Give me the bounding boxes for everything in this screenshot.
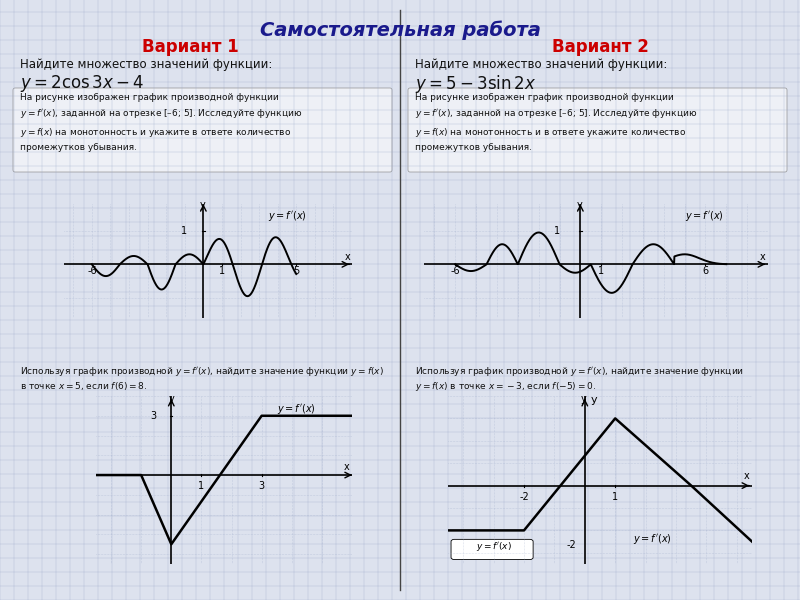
Text: Используя график производной $y = f'(x)$, найдите значение функции $y = f(x)$: Используя график производной $y = f'(x)$… xyxy=(20,365,384,378)
Text: y: y xyxy=(199,200,205,210)
Text: 1: 1 xyxy=(198,481,205,491)
Text: -6: -6 xyxy=(87,266,97,276)
Text: 3: 3 xyxy=(150,411,157,421)
Text: $y = f'(x)$: $y = f'(x)$ xyxy=(475,541,512,553)
Text: Самостоятельная работа: Самостоятельная работа xyxy=(259,20,541,40)
Text: y: y xyxy=(581,394,586,404)
Text: 1: 1 xyxy=(219,266,225,276)
Text: y: y xyxy=(577,200,582,210)
Text: 3: 3 xyxy=(258,481,265,491)
Text: Найдите множество значений функции:: Найдите множество значений функции: xyxy=(20,58,272,71)
Text: На рисунке изображен график производной функции
$y=f'(x)$, заданной на отрезке [: На рисунке изображен график производной … xyxy=(20,93,302,152)
Text: 1: 1 xyxy=(181,226,186,236)
Text: $y = f'(x)$: $y = f'(x)$ xyxy=(268,209,307,223)
Text: -2: -2 xyxy=(566,541,576,550)
Text: x: x xyxy=(344,461,350,472)
Text: в точке $x = 5$, если $f(6) = 8$.: в точке $x = 5$, если $f(6) = 8$. xyxy=(20,380,147,392)
Text: $y = f'(x)$: $y = f'(x)$ xyxy=(685,209,723,223)
Text: $y = f(x)$ в точке $x = -3$, если $f(-5) = 0$.: $y = f(x)$ в точке $x = -3$, если $f(-5)… xyxy=(415,380,596,393)
Text: -2: -2 xyxy=(519,492,529,502)
Text: $y = f'(x)$: $y = f'(x)$ xyxy=(277,402,315,416)
FancyBboxPatch shape xyxy=(451,539,533,560)
Text: 6: 6 xyxy=(702,266,709,276)
Text: 1: 1 xyxy=(598,266,604,276)
Text: x: x xyxy=(345,252,350,262)
Text: 1: 1 xyxy=(612,492,618,502)
Text: На рисунке изображен график производной функции
$y=f'(x)$, заданной на отрезке [: На рисунке изображен график производной … xyxy=(415,93,698,152)
Text: 1: 1 xyxy=(554,226,561,236)
FancyBboxPatch shape xyxy=(408,88,787,172)
Text: y: y xyxy=(591,395,598,405)
Text: $y = 5 - 3\sin 2x$: $y = 5 - 3\sin 2x$ xyxy=(415,73,536,95)
Text: -6: -6 xyxy=(450,266,460,276)
Text: Вариант 1: Вариант 1 xyxy=(142,38,238,56)
Text: Найдите множество значений функции:: Найдите множество значений функции: xyxy=(415,58,667,71)
Text: 5: 5 xyxy=(293,266,299,276)
Text: x: x xyxy=(759,252,766,262)
FancyBboxPatch shape xyxy=(13,88,392,172)
Text: $y = f'(x)$: $y = f'(x)$ xyxy=(634,532,672,545)
Text: x: x xyxy=(744,472,750,481)
Text: Вариант 2: Вариант 2 xyxy=(551,38,649,56)
Text: y: y xyxy=(169,394,174,404)
Text: $y = 2\cos 3x - 4$: $y = 2\cos 3x - 4$ xyxy=(20,73,144,94)
Text: Используя график производной $y = f'(x)$, найдите значение функции: Используя график производной $y = f'(x)$… xyxy=(415,365,744,378)
